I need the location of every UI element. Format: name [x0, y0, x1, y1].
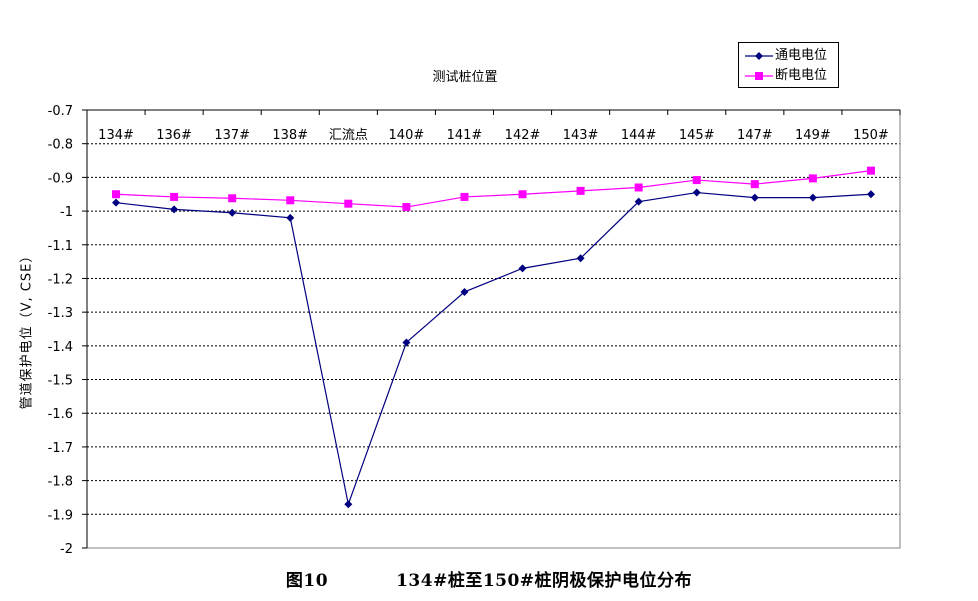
x-tick-label: 144#: [621, 128, 657, 143]
x-tick-label: 145#: [679, 128, 715, 143]
x-tick-label: 149#: [795, 128, 831, 143]
gridlines: [87, 143, 900, 515]
legend-label: 断电电位: [775, 68, 828, 83]
data-point: [344, 500, 353, 509]
y-tick-label: -1.7: [48, 441, 73, 456]
data-point: [112, 190, 121, 199]
data-point: [460, 287, 469, 296]
data-point: [228, 194, 237, 203]
data-point: [344, 199, 353, 208]
plot-area-border: [86, 109, 901, 549]
data-point: [170, 192, 179, 201]
y-tick-label: -0.7: [48, 104, 73, 119]
x-tick-label: 134#: [98, 128, 134, 143]
y-tick-label: -1.2: [48, 272, 73, 287]
x-axis: 134# 136# 137# 138# 汇流点 140# 141# 142# 143# 144# 1…: [86, 109, 901, 143]
data-point: [112, 198, 121, 207]
data-point: [402, 338, 411, 347]
data-point: [228, 208, 237, 217]
figure-title: 134#桩至150#桩阴极保护电位分布: [396, 571, 693, 591]
legend-marker-diamond-icon: [745, 52, 773, 60]
series-0: [112, 188, 875, 509]
data-point: [518, 190, 527, 199]
figure-number: 图10: [285, 571, 329, 591]
legend-label: 通电电位: [775, 48, 828, 63]
x-tick-label: 136#: [156, 128, 192, 143]
series-line: [116, 170, 872, 208]
data-point: [808, 174, 817, 183]
x-axis-title: 测试桩位置: [432, 70, 498, 85]
series-1: [112, 166, 875, 212]
x-tick-label: 138#: [272, 128, 308, 143]
data-point: [518, 264, 527, 273]
x-tick-label: 143#: [563, 128, 599, 143]
y-tick-label: -0.8: [48, 138, 73, 153]
y-tick-label: -1.5: [48, 374, 73, 389]
x-tick-label: 137#: [214, 128, 250, 143]
data-point: [692, 176, 701, 185]
data-point: [750, 193, 759, 202]
series: [112, 166, 875, 509]
x-tick-label: 140#: [389, 128, 425, 143]
data-point: [634, 197, 643, 206]
y-tick-label: -1.1: [48, 239, 73, 254]
x-tick-label: 汇流点: [329, 128, 368, 143]
data-point: [866, 166, 875, 175]
data-point: [402, 203, 411, 212]
figure-caption: 图10 134#桩至150#桩阴极保护电位分布: [0, 566, 978, 591]
data-point: [866, 190, 875, 199]
data-point: [286, 213, 295, 222]
data-point: [460, 192, 469, 201]
y-tick-label: -1.6: [48, 407, 73, 422]
y-axis: -0.7 -0.8 -0.9 -1 -1.1 -1.2 -1.3 -1.4 -1.5 -1.6 -1…: [48, 104, 88, 557]
data-point: [576, 186, 585, 195]
legend: 通电电位 断电电位: [738, 42, 839, 88]
data-point: [170, 205, 179, 214]
y-tick-label: -1.4: [48, 340, 73, 355]
data-point: [634, 183, 643, 192]
series-line: [115, 191, 871, 507]
y-tick-label: -0.9: [48, 171, 73, 186]
y-axis-title: 管道保护电位（V, CSE）: [19, 248, 35, 410]
y-tick-label: -2: [60, 542, 73, 557]
y-tick-label: -1.3: [48, 306, 73, 321]
x-tick-label: 150#: [853, 128, 889, 143]
x-tick-label: 147#: [737, 128, 773, 143]
y-tick-label: -1.8: [48, 475, 73, 490]
x-tick-label: 142#: [505, 128, 541, 143]
data-point: [808, 193, 817, 202]
data-point: [750, 180, 759, 189]
data-point: [692, 188, 701, 197]
data-point: [286, 196, 295, 205]
y-tick-label: -1.9: [48, 508, 73, 523]
data-point: [576, 254, 585, 263]
x-tick-label: 141#: [447, 128, 483, 143]
legend-marker-square-icon: [745, 72, 773, 80]
y-tick-label: -1: [60, 205, 73, 220]
